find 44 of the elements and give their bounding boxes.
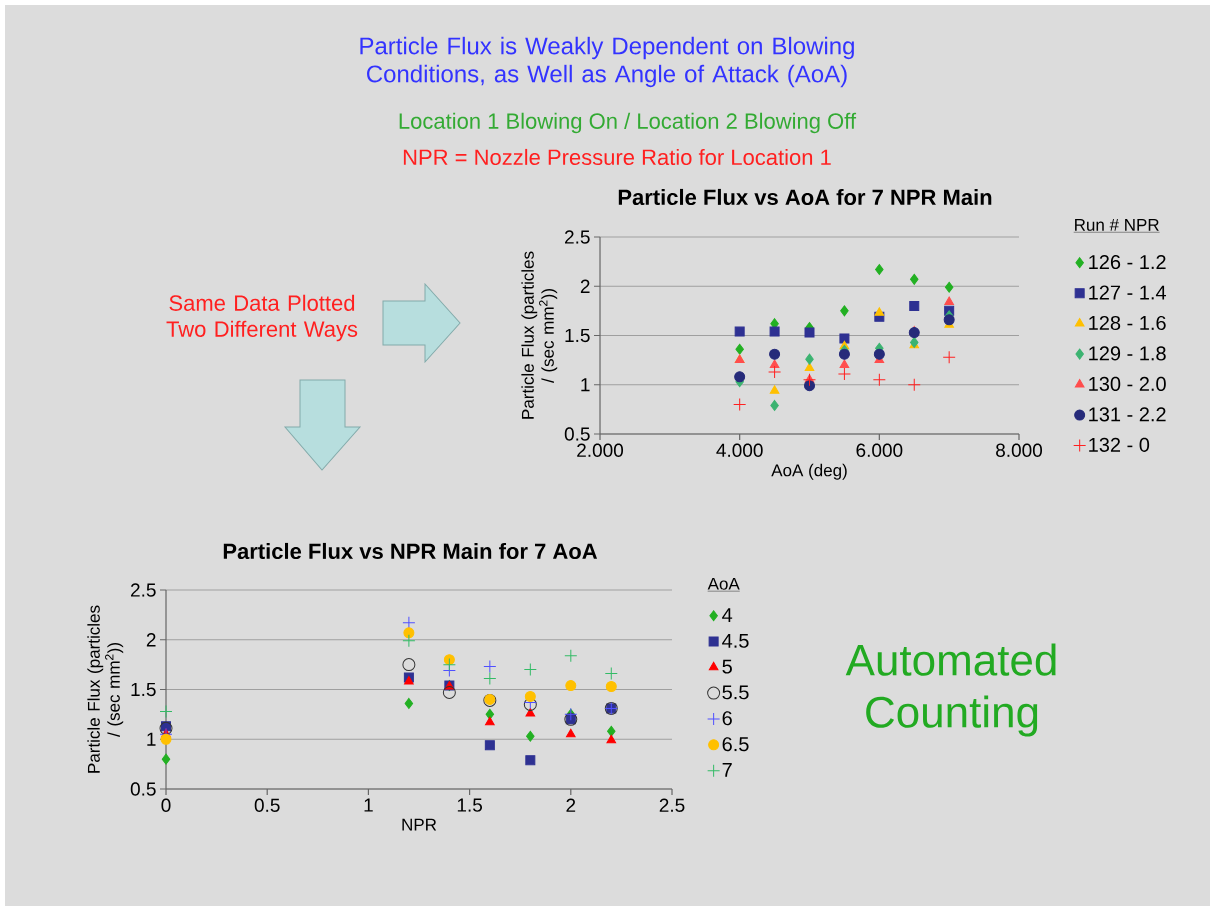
y-tick-label: 1 bbox=[147, 732, 156, 746]
legend-title: Run # NPR bbox=[1075, 218, 1159, 231]
x-tick-label: 0 bbox=[161, 798, 171, 812]
y-tick-label: 2 bbox=[146, 633, 156, 647]
x-axis-title: NPR bbox=[402, 818, 437, 831]
x-tick-label: 8.000 bbox=[996, 443, 1043, 457]
x-tick-label: 6.000 bbox=[856, 443, 903, 457]
y-tick-label: 0.5 bbox=[564, 427, 590, 441]
y-tick-label: 2 bbox=[580, 279, 590, 293]
y-tick-label: 0.5 bbox=[130, 782, 156, 796]
y-tick-label: 1.5 bbox=[565, 328, 590, 343]
legend-label: 5.5 bbox=[722, 685, 749, 700]
legend-label: 132 - 0 bbox=[1089, 437, 1150, 452]
text: Location 1 Blowing On / Location 2 Blowing Off bbox=[399, 112, 857, 134]
legend-label: 5 bbox=[722, 659, 732, 674]
legend-label: 6 bbox=[722, 711, 732, 726]
legend-label: 6.5 bbox=[722, 737, 749, 752]
legend-label: 129 - 1.8 bbox=[1089, 346, 1166, 361]
legend-label: 128 - 1.6 bbox=[1089, 315, 1166, 331]
x-tick-label: 1 bbox=[364, 798, 373, 812]
text: Automated Counting bbox=[845, 643, 1056, 737]
x-tick-label: 2.000 bbox=[577, 443, 624, 457]
text: NPR = Nozzle Pressure Ratio for Location 1 bbox=[403, 148, 831, 166]
x-tick-label: 1.5 bbox=[457, 798, 483, 812]
x-tick-label: 2.5 bbox=[659, 798, 685, 812]
legend-label: 127 - 1.4 bbox=[1089, 285, 1167, 300]
y-tick-label: 2.5 bbox=[131, 583, 156, 597]
legend-label: 4 bbox=[722, 608, 733, 622]
legend-label: 4.5 bbox=[722, 633, 749, 648]
legend-title: AoA bbox=[707, 577, 740, 590]
chart-title: Particle Flux vs AoA for 7 NPR Main bbox=[618, 188, 992, 206]
legend-label: 126 - 1.2 bbox=[1089, 254, 1166, 270]
legend-label: 130 - 2.0 bbox=[1089, 376, 1166, 391]
legend-label: 7 bbox=[722, 763, 732, 777]
x-tick-label: 0.5 bbox=[254, 798, 280, 812]
y-tick-label: 1.5 bbox=[131, 682, 156, 697]
text: Same Data Plotted Two Different Ways bbox=[166, 294, 358, 342]
text: Particle Flux is Weakly Dependent on Blowing Conditions, as Well as Angle of Attack (AoA) bbox=[360, 36, 854, 88]
x-axis-title: AoA (deg) bbox=[771, 463, 847, 480]
chart-title: Particle Flux vs NPR Main for 7 AoA bbox=[223, 542, 598, 560]
x-tick-label: 4.000 bbox=[716, 443, 763, 457]
y-tick-label: 2.5 bbox=[565, 230, 590, 244]
legend-label: 131 - 2.2 bbox=[1089, 407, 1166, 422]
y-tick-label: 1 bbox=[581, 378, 590, 392]
